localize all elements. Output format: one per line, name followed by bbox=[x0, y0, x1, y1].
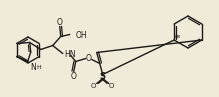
Text: O: O bbox=[57, 18, 63, 27]
Text: N: N bbox=[31, 63, 37, 72]
Text: O: O bbox=[71, 72, 77, 81]
Text: H: H bbox=[36, 65, 41, 70]
Text: HN: HN bbox=[65, 50, 76, 59]
Text: S: S bbox=[100, 72, 106, 81]
Text: OH: OH bbox=[76, 31, 87, 40]
Text: O: O bbox=[91, 84, 96, 90]
Text: O: O bbox=[86, 54, 92, 63]
Text: O: O bbox=[109, 84, 115, 90]
Text: bs: bs bbox=[175, 35, 181, 39]
